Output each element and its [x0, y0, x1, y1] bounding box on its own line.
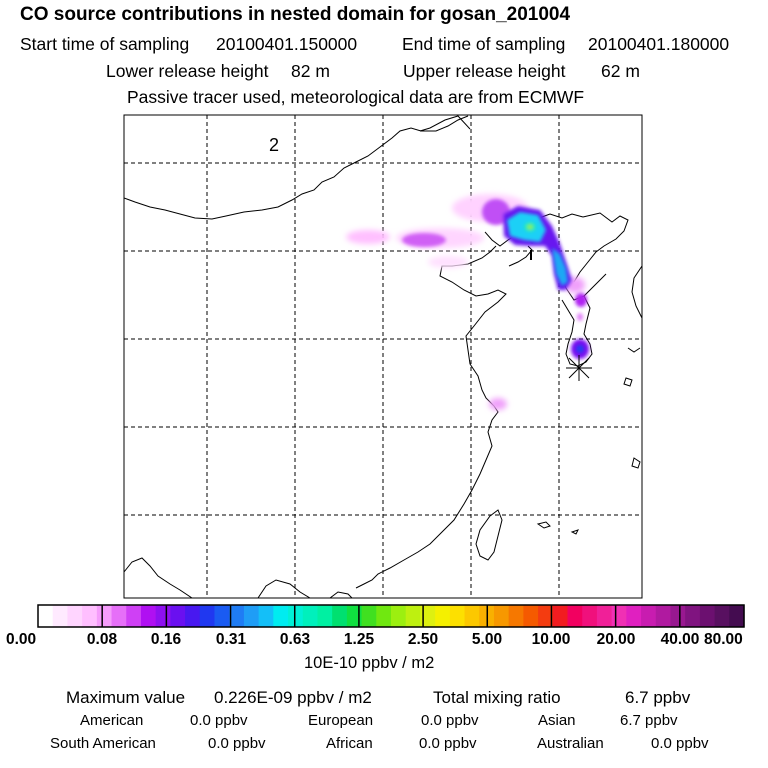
colorbar-cell [214, 605, 230, 627]
region-south-american-label: South American [50, 735, 156, 752]
colorbar-cell [552, 605, 569, 627]
colorbar-cell [626, 605, 642, 627]
region-european-value: 0.0 ppbv [421, 712, 479, 729]
colorbar-cell [243, 605, 260, 627]
colorbar-cell [111, 605, 127, 627]
map-label-2: 2 [269, 135, 280, 155]
colorbar-cell [655, 605, 672, 627]
colorbar-tick-label: 0.00 [6, 631, 37, 648]
colorbar-cell [229, 605, 245, 627]
region-australian-label: Australian [537, 735, 604, 752]
tracer-note: Passive tracer used, meteorological data… [127, 87, 585, 107]
colorbar-tick-label: 5.00 [471, 631, 503, 648]
colorbar-cell [611, 605, 627, 627]
colorbar-cell [332, 605, 348, 627]
start-time-value: 20100401.150000 [216, 34, 358, 54]
colorbar-tick-label: 2.50 [407, 631, 439, 648]
colorbar-tick-label: 0.08 [86, 631, 118, 648]
colorbar-cell [435, 605, 451, 627]
colorbar-cell [96, 605, 113, 627]
colorbar-cell [670, 605, 686, 627]
colorbar-cell [140, 605, 157, 627]
colorbar-cell [538, 605, 554, 627]
upper-height-label: Upper release height [403, 61, 566, 81]
asterisk-receptor-icon [566, 355, 592, 381]
colorbar-cell [273, 605, 289, 627]
region-south-american-value: 0.0 ppbv [208, 735, 266, 752]
lower-height-value: 82 m [291, 61, 330, 81]
region-american-value: 0.0 ppbv [190, 712, 248, 729]
lower-height-label: Lower release height [106, 61, 269, 81]
colorbar-cell [376, 605, 392, 627]
region-european-label: European [308, 712, 374, 729]
region-american-label: American [80, 712, 144, 729]
colorbar-cell [126, 605, 142, 627]
region-african-label: African [326, 735, 373, 752]
colorbar-cell [420, 605, 436, 627]
colorbar-cell [508, 605, 524, 627]
colorbar-tick-label: 0.63 [279, 631, 311, 648]
colorbar-cell [155, 605, 171, 627]
colorbar-cell [523, 605, 539, 627]
colorbar [37, 604, 745, 628]
colorbar-cell [82, 605, 98, 627]
end-time-label: End time of sampling [402, 34, 566, 54]
colorbar-cell [361, 605, 377, 627]
end-time-value: 20100401.180000 [588, 34, 730, 54]
colorbar-tick-label: 40.00 [660, 631, 700, 648]
region-australian-value: 0.0 ppbv [651, 735, 709, 752]
colorbar-cell [449, 605, 466, 627]
colorbar-cell [699, 605, 716, 627]
colorbar-cell [405, 605, 422, 627]
colorbar-cell [199, 605, 216, 627]
colorbar-cell [67, 605, 83, 627]
region-african-value: 0.0 ppbv [419, 735, 477, 752]
colorbar-frame [37, 604, 745, 628]
region-asian-label: Asian [538, 712, 576, 729]
colorbar-cell [582, 605, 598, 627]
colorbar-cell [52, 605, 69, 627]
colorbar-cell [317, 605, 333, 627]
colorbar-cell [346, 605, 363, 627]
max-value-label: Maximum value [66, 688, 186, 707]
colorbar-cell [391, 605, 407, 627]
colorbar-cell [288, 605, 304, 627]
upper-height-value: 62 m [601, 61, 640, 81]
max-value: 0.226E-09 ppbv / m2 [214, 688, 372, 707]
map-frame [123, 114, 643, 599]
region-asian-value: 6.7 ppbv [620, 712, 678, 729]
page-title: CO source contributions in nested domain… [20, 4, 571, 25]
colorbar-tick-label: 0.31 [215, 631, 247, 648]
total-mixing-value: 6.7 ppbv [625, 688, 691, 707]
total-mixing-label: Total mixing ratio [433, 688, 561, 707]
start-time-label: Start time of sampling [20, 34, 190, 54]
colorbar-cell [38, 605, 54, 627]
colorbar-cell [641, 605, 657, 627]
colorbar-cell [714, 605, 730, 627]
map-grid [124, 115, 642, 598]
colorbar-cell [493, 605, 510, 627]
colorbar-cell [302, 605, 319, 627]
colorbar-tick-label: 0.16 [150, 631, 182, 648]
colorbar-cell [685, 605, 701, 627]
map-borders [124, 115, 642, 598]
colorbar-tick-label: 20.00 [596, 631, 636, 648]
colorbar-units: 10E-10 ppbv / m2 [304, 654, 435, 672]
colorbar-tick-label: 10.00 [531, 631, 571, 648]
colorbar-cell [258, 605, 274, 627]
colorbar-cell [185, 605, 201, 627]
colorbar-cell [729, 605, 745, 627]
colorbar-cell [464, 605, 480, 627]
colorbar-cell [596, 605, 613, 627]
colorbar-tick-label: 80.00 [704, 631, 743, 648]
colorbar-cell [170, 605, 186, 627]
colorbar-tick-label: 1.25 [343, 631, 375, 648]
colorbar-cell [567, 605, 583, 627]
